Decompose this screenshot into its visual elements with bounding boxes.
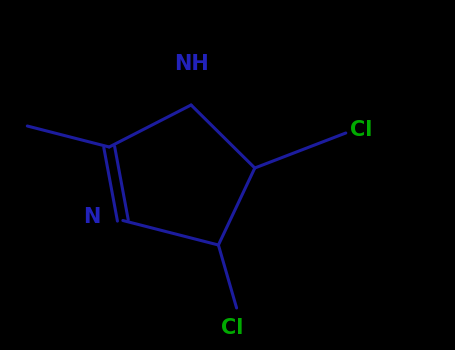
Text: Cl: Cl — [221, 318, 243, 338]
Text: NH: NH — [174, 54, 208, 74]
Text: Cl: Cl — [350, 119, 373, 140]
Text: N: N — [83, 207, 100, 227]
